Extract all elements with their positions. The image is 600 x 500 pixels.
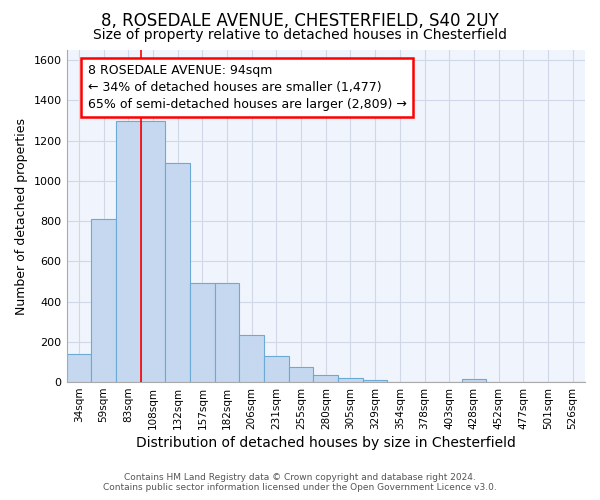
Text: Contains HM Land Registry data © Crown copyright and database right 2024.
Contai: Contains HM Land Registry data © Crown c… <box>103 473 497 492</box>
Bar <box>338 378 363 382</box>
Bar <box>461 379 486 382</box>
Bar <box>363 380 388 382</box>
Bar <box>91 219 116 382</box>
Bar <box>67 354 91 382</box>
X-axis label: Distribution of detached houses by size in Chesterfield: Distribution of detached houses by size … <box>136 436 516 450</box>
Text: 8, ROSEDALE AVENUE, CHESTERFIELD, S40 2UY: 8, ROSEDALE AVENUE, CHESTERFIELD, S40 2U… <box>101 12 499 30</box>
Bar <box>289 367 313 382</box>
Bar <box>264 356 289 382</box>
Bar <box>165 162 190 382</box>
Bar <box>116 122 140 382</box>
Bar <box>215 284 239 382</box>
Text: Size of property relative to detached houses in Chesterfield: Size of property relative to detached ho… <box>93 28 507 42</box>
Bar <box>190 284 215 382</box>
Bar <box>313 375 338 382</box>
Bar <box>140 122 165 382</box>
Y-axis label: Number of detached properties: Number of detached properties <box>15 118 28 314</box>
Bar <box>239 335 264 382</box>
Text: 8 ROSEDALE AVENUE: 94sqm
← 34% of detached houses are smaller (1,477)
65% of sem: 8 ROSEDALE AVENUE: 94sqm ← 34% of detach… <box>88 64 406 111</box>
